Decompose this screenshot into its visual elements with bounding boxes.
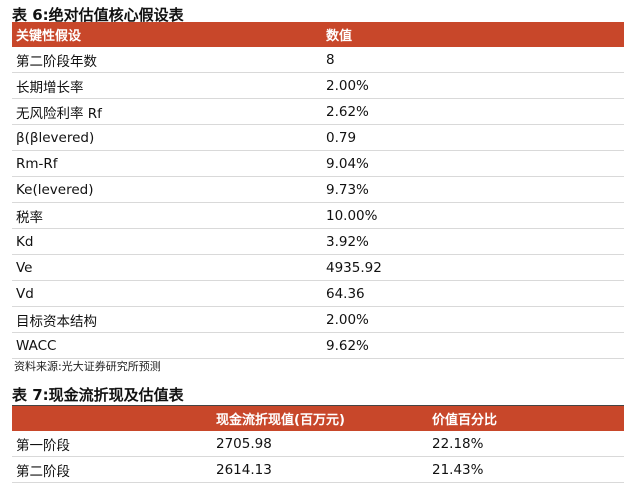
header-dcf-value: 现金流折现值(百万元)	[212, 406, 428, 431]
row-value: 3.92%	[322, 228, 624, 255]
row-label: Vd	[12, 280, 322, 307]
table-row: Ve 4935.92	[12, 254, 624, 281]
row-value: 4935.92	[322, 254, 624, 281]
row-value: 2.00%	[322, 306, 624, 333]
header-value-pct: 价值百分比	[428, 406, 624, 431]
row-value: 9.73%	[322, 176, 624, 203]
row-label: WACC	[12, 332, 322, 359]
table6-title: 表 6:绝对估值核心假设表	[12, 6, 184, 24]
header-blank	[12, 406, 212, 431]
row-dcf: 2614.13	[212, 456, 428, 483]
header-value: 数值	[322, 22, 624, 47]
table-row: 第二阶段年数 8	[12, 47, 624, 73]
row-dcf: 2705.98	[212, 431, 428, 457]
row-pct: 21.43%	[428, 456, 624, 483]
row-value: 9.04%	[322, 150, 624, 177]
row-value: 10.00%	[322, 202, 624, 229]
table-row: 无风险利率 Rf 2.62%	[12, 98, 624, 125]
table-header-row: 关键性假设 数值	[12, 22, 624, 47]
row-label: 第二阶段年数	[12, 47, 322, 73]
row-value: 64.36	[322, 280, 624, 307]
row-label: 税率	[12, 202, 322, 229]
table-row: 第一阶段 2705.98 22.18%	[12, 431, 624, 457]
row-stage: 第二阶段	[12, 456, 212, 483]
row-label: 目标资本结构	[12, 306, 322, 333]
table-row: 长期增长率 2.00%	[12, 72, 624, 99]
row-stage: 第一阶段	[12, 431, 212, 457]
row-value: 0.79	[322, 124, 624, 151]
table-row: β(βlevered) 0.79	[12, 124, 624, 151]
table-row: Ke(levered) 9.73%	[12, 176, 624, 203]
header-assumption: 关键性假设	[12, 22, 322, 47]
table7-top-rule	[12, 405, 624, 406]
row-value: 2.62%	[322, 98, 624, 125]
row-label: 长期增长率	[12, 72, 322, 99]
table-row: 第二阶段 2614.13 21.43%	[12, 456, 624, 483]
row-label: β(βlevered)	[12, 124, 322, 151]
table-row: 目标资本结构 2.00%	[12, 306, 624, 333]
table-row: Rm-Rf 9.04%	[12, 150, 624, 177]
dcf-valuation-table: 现金流折现值(百万元) 价值百分比 第一阶段 2705.98 22.18% 第二…	[12, 406, 624, 483]
table-row: 税率 10.00%	[12, 202, 624, 229]
row-pct: 22.18%	[428, 431, 624, 457]
row-label: Rm-Rf	[12, 150, 322, 177]
row-label: Kd	[12, 228, 322, 255]
row-label: Ke(levered)	[12, 176, 322, 203]
row-label: Ve	[12, 254, 322, 281]
row-value: 8	[322, 47, 624, 73]
source-note: 资料来源:光大证券研究所预测	[14, 360, 161, 373]
row-value: 9.62%	[322, 332, 624, 359]
assumptions-table: 关键性假设 数值 第二阶段年数 8 长期增长率 2.00% 无风险利率 Rf 2.62…	[12, 22, 624, 359]
table7-title: 表 7:现金流折现及估值表	[12, 386, 184, 404]
table-row: WACC 9.62%	[12, 332, 624, 359]
row-value: 2.00%	[322, 72, 624, 99]
row-label: 无风险利率 Rf	[12, 98, 322, 125]
table-header-row: 现金流折现值(百万元) 价值百分比	[12, 406, 624, 431]
table-row: Vd 64.36	[12, 280, 624, 307]
table-row: Kd 3.92%	[12, 228, 624, 255]
